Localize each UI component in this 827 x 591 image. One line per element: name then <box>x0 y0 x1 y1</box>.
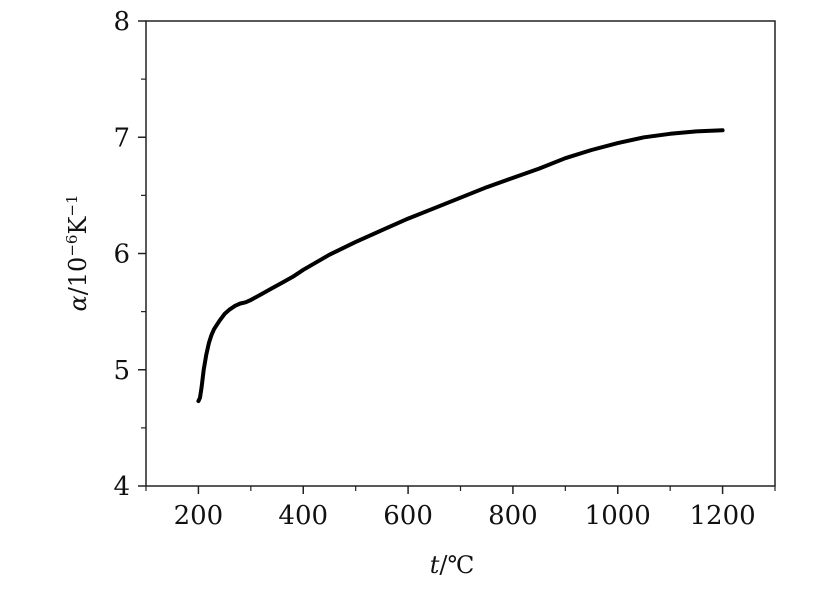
y-tick-labels: 4 5 6 7 8 <box>113 7 130 502</box>
x-axis-unit: /℃ <box>439 551 474 579</box>
y-axis-symbol: α <box>64 295 92 311</box>
y-axis-unit-k: K <box>64 216 92 235</box>
x-axis-ticks <box>145 486 776 494</box>
x-tick-label: 1200 <box>689 501 755 531</box>
y-axis-ticks <box>138 20 146 487</box>
x-tick-label: 1000 <box>585 501 651 531</box>
x-tick-labels: 200 400 600 800 1000 1200 <box>174 501 756 531</box>
x-axis-symbol: t <box>430 551 440 579</box>
series-line <box>196 128 725 404</box>
y-tick-label: 6 <box>113 240 130 270</box>
y-axis-unit-base: /10 <box>64 257 92 296</box>
y-tick-label: 7 <box>113 123 130 153</box>
x-tick-label: 600 <box>383 501 433 531</box>
y-tick-label: 8 <box>113 7 130 37</box>
y-axis-unit-exp: −6 <box>63 235 81 257</box>
series-layer <box>196 128 725 404</box>
y-axis-label: α/10−6K−1 <box>63 194 92 311</box>
x-tick-label: 800 <box>488 501 538 531</box>
y-tick-label: 4 <box>113 472 130 502</box>
x-axis-label: t/℃ <box>430 551 475 579</box>
x-tick-label: 200 <box>174 501 224 531</box>
y-axis-unit-k-exp: −1 <box>63 194 81 216</box>
y-tick-label: 5 <box>113 356 130 386</box>
plot-frame <box>145 20 776 487</box>
x-tick-label: 400 <box>278 501 328 531</box>
